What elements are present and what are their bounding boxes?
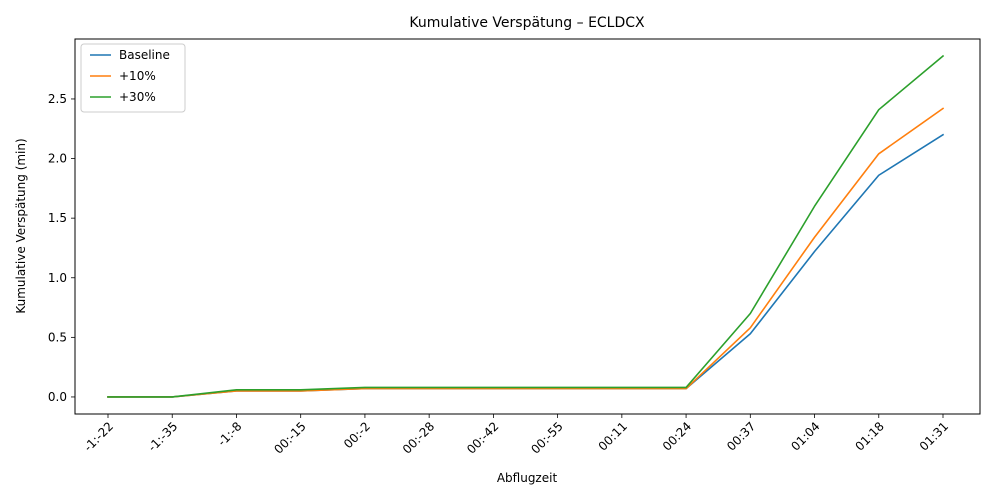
x-tick-label: 00:-2 <box>341 419 373 451</box>
series-line-1 <box>107 107 945 398</box>
plot-frame <box>74 38 981 415</box>
x-tick-label: -1:-8 <box>215 419 245 449</box>
x-tick-label: -1:-22 <box>81 419 116 454</box>
x-tick-label: 00:24 <box>660 419 694 453</box>
x-tick-label: 01:31 <box>917 419 951 453</box>
legend-label-0: Baseline <box>119 48 170 62</box>
y-tick-label: 0.5 <box>48 330 67 344</box>
series-line-2 <box>107 54 945 398</box>
x-tick-label: 00:-28 <box>400 419 437 456</box>
x-tick-label: 00:-55 <box>528 419 565 456</box>
x-axis-label: Abflugzeit <box>497 471 558 485</box>
y-axis-label: Kumulative Verspätung (min) <box>14 138 28 313</box>
legend-label-1: +10% <box>119 69 156 83</box>
x-tick-label: 00:37 <box>724 419 758 453</box>
y-tick-label: 0.0 <box>48 390 67 404</box>
series-line-0 <box>107 133 945 398</box>
y-tick-label: 2.5 <box>48 92 67 106</box>
plot-area <box>107 54 945 398</box>
chart-title: Kumulative Verspätung – ECLDCX <box>409 15 645 31</box>
x-tick-label: -1:-35 <box>145 419 180 454</box>
x-axis: -1:-22 -1:-35 -1:-8 00:-15 00:-2 00:-28 00:-42… <box>81 414 951 457</box>
legend: Baseline +10% +30% <box>80 43 186 113</box>
legend-box <box>80 43 186 113</box>
y-tick-label: 1.0 <box>48 271 67 285</box>
y-tick-label: 2.0 <box>48 152 67 166</box>
y-axis: 0.0 0.5 1.0 1.5 2.0 2.5 <box>48 92 75 404</box>
x-tick-label: 01:18 <box>853 419 887 453</box>
y-tick-label: 1.5 <box>48 211 67 225</box>
x-tick-label: 00:11 <box>596 419 630 453</box>
legend-label-2: +30% <box>119 90 156 104</box>
x-tick-label: 01:04 <box>788 419 822 453</box>
x-tick-label: 00:-15 <box>271 419 308 456</box>
x-tick-label: 00:-42 <box>464 419 501 456</box>
